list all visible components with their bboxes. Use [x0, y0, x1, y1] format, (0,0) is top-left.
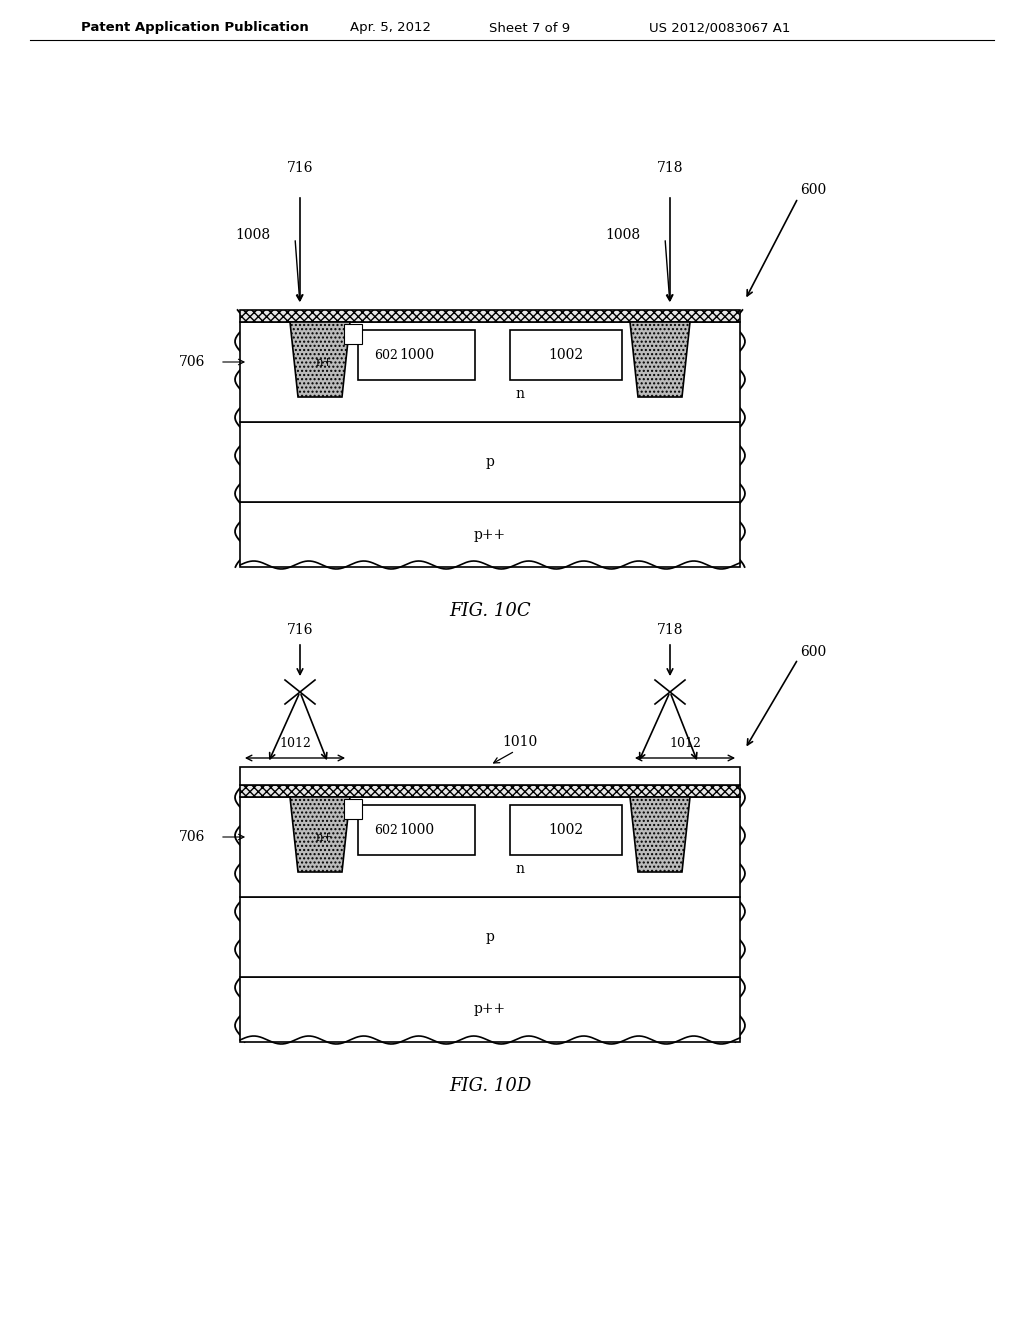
Text: n+: n+ — [315, 832, 333, 843]
Text: n: n — [515, 862, 524, 876]
Text: 706: 706 — [178, 355, 205, 370]
Bar — [240, 502, 740, 568]
Bar — [358, 330, 475, 380]
Polygon shape — [630, 797, 690, 873]
Bar — [240, 785, 740, 797]
Bar — [240, 898, 740, 977]
Bar — [240, 977, 740, 1041]
Text: 716: 716 — [287, 161, 313, 176]
Text: Apr. 5, 2012: Apr. 5, 2012 — [349, 21, 430, 34]
Text: p: p — [485, 931, 495, 944]
Text: 1000: 1000 — [399, 822, 434, 837]
Polygon shape — [630, 322, 690, 397]
Text: FIG. 10D: FIG. 10D — [449, 1077, 531, 1096]
Bar — [240, 422, 740, 502]
Text: p++: p++ — [474, 1002, 506, 1016]
Text: FIG. 10C: FIG. 10C — [450, 602, 530, 620]
Text: n+: n+ — [315, 356, 333, 370]
Text: Patent Application Publication: Patent Application Publication — [81, 21, 309, 34]
Text: 718: 718 — [656, 161, 683, 176]
Text: 706: 706 — [178, 830, 205, 843]
Text: 718: 718 — [656, 623, 683, 638]
Bar — [358, 805, 475, 855]
Text: Sheet 7 of 9: Sheet 7 of 9 — [489, 21, 570, 34]
Polygon shape — [290, 797, 350, 873]
Text: 1012: 1012 — [669, 737, 701, 750]
Text: n: n — [515, 387, 524, 401]
Bar — [510, 330, 622, 380]
Text: 600: 600 — [800, 183, 826, 197]
Text: 1010: 1010 — [503, 735, 538, 748]
Bar — [344, 323, 362, 345]
Text: 1008: 1008 — [605, 228, 640, 242]
Bar — [510, 805, 622, 855]
Text: 1000: 1000 — [399, 348, 434, 362]
Bar — [240, 310, 740, 322]
Text: p++: p++ — [474, 528, 506, 541]
Text: 602: 602 — [374, 348, 398, 362]
Bar — [240, 797, 740, 898]
Text: 716: 716 — [287, 623, 313, 638]
Text: p: p — [485, 455, 495, 469]
Text: 1008: 1008 — [234, 228, 270, 242]
Text: 1012: 1012 — [280, 737, 311, 750]
Text: 600: 600 — [800, 645, 826, 659]
Bar — [240, 322, 740, 422]
Bar — [344, 799, 362, 818]
Polygon shape — [290, 322, 350, 397]
Text: US 2012/0083067 A1: US 2012/0083067 A1 — [649, 21, 791, 34]
Text: 1002: 1002 — [549, 348, 584, 362]
Text: 602: 602 — [374, 824, 398, 837]
Bar — [240, 767, 740, 785]
Text: 1002: 1002 — [549, 822, 584, 837]
